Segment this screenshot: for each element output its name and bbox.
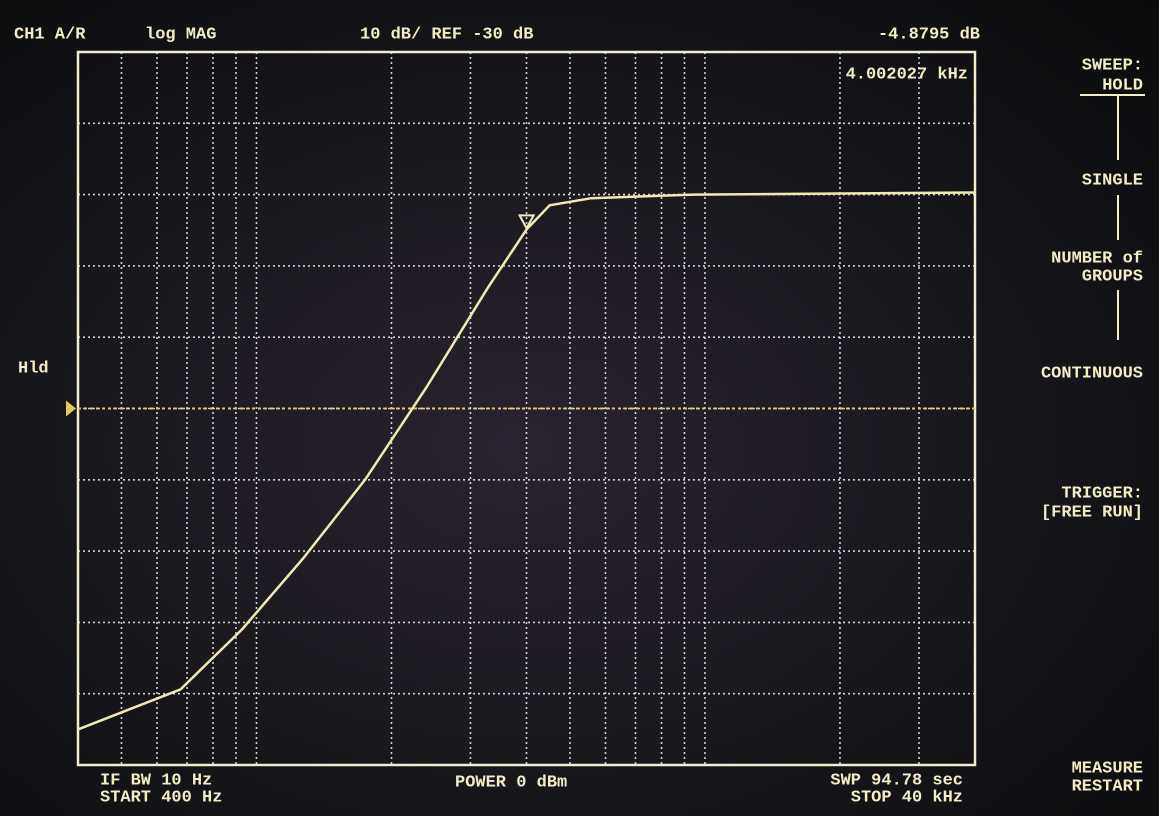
softkey-label[interactable]: GROUPS <box>1082 267 1143 286</box>
scale: 10 dB/ REF -30 dB <box>360 25 533 44</box>
marker-frequency: 4.002027 kHz <box>846 65 968 84</box>
stop-frequency: STOP 40 kHz <box>851 788 963 807</box>
status: Hld <box>18 359 49 378</box>
start-frequency: START 400 Hz <box>100 788 222 807</box>
softkey-label[interactable]: MEASURE <box>1072 759 1143 778</box>
softkey-label[interactable]: CONTINUOUS <box>1041 364 1143 383</box>
softkey-label[interactable]: RESTART <box>1072 777 1143 796</box>
softkey-label[interactable]: SWEEP: <box>1082 56 1143 75</box>
softkey-label[interactable]: TRIGGER: <box>1061 484 1143 503</box>
softkey-label[interactable]: [FREE RUN] <box>1041 503 1143 522</box>
power: POWER 0 dBm <box>455 773 567 792</box>
marker <box>517 214 536 231</box>
softkey-label[interactable]: NUMBER of <box>1051 249 1143 268</box>
trace <box>77 191 976 731</box>
sweep-time: SWP 94.78 sec <box>830 771 963 790</box>
if-bandwidth: IF BW 10 Hz <box>100 771 212 790</box>
softkey-label[interactable]: SINGLE <box>1082 171 1143 190</box>
softkey-label[interactable]: HOLD <box>1102 76 1143 95</box>
reference-pointer <box>66 400 76 417</box>
channel: CH1 A/R <box>14 25 86 44</box>
marker-value: -4.8795 dB <box>878 25 980 44</box>
format: log MAG <box>145 25 216 44</box>
